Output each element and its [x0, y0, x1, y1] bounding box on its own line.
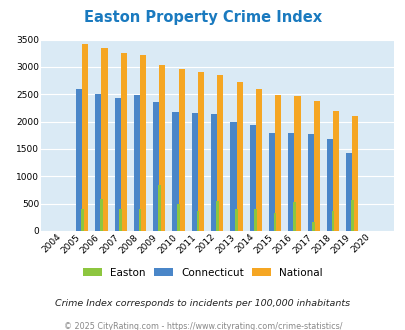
Bar: [81, 209, 83, 231]
Bar: [311, 222, 314, 231]
Bar: [178, 69, 184, 231]
Bar: [153, 102, 159, 231]
Bar: [275, 95, 281, 231]
Bar: [292, 202, 295, 231]
Bar: [307, 134, 313, 231]
Bar: [217, 75, 223, 231]
Bar: [211, 114, 217, 231]
Bar: [76, 89, 82, 231]
Bar: [100, 199, 102, 231]
Text: © 2025 CityRating.com - https://www.cityrating.com/crime-statistics/: © 2025 CityRating.com - https://www.city…: [64, 322, 341, 330]
Bar: [332, 111, 338, 231]
Bar: [215, 202, 218, 231]
Bar: [159, 65, 165, 231]
Bar: [158, 184, 160, 231]
Legend: Easton, Connecticut, National: Easton, Connecticut, National: [83, 268, 322, 278]
Bar: [294, 96, 300, 231]
Bar: [82, 44, 88, 231]
Bar: [326, 139, 332, 231]
Bar: [255, 89, 261, 231]
Bar: [254, 209, 256, 231]
Bar: [140, 55, 146, 231]
Bar: [288, 133, 294, 231]
Bar: [352, 116, 358, 231]
Bar: [331, 211, 334, 231]
Bar: [234, 209, 237, 231]
Bar: [350, 200, 353, 231]
Text: Easton Property Crime Index: Easton Property Crime Index: [84, 10, 321, 25]
Bar: [197, 72, 204, 231]
Bar: [134, 95, 140, 231]
Bar: [345, 153, 352, 231]
Bar: [95, 94, 101, 231]
Bar: [249, 125, 255, 231]
Bar: [273, 213, 276, 231]
Bar: [120, 53, 127, 231]
Bar: [230, 122, 236, 231]
Bar: [114, 98, 120, 231]
Bar: [177, 204, 179, 231]
Bar: [138, 209, 141, 231]
Bar: [236, 82, 242, 231]
Text: Crime Index corresponds to incidents per 100,000 inhabitants: Crime Index corresponds to incidents per…: [55, 299, 350, 308]
Bar: [191, 113, 197, 231]
Bar: [313, 101, 319, 231]
Bar: [119, 209, 122, 231]
Bar: [196, 211, 199, 231]
Bar: [268, 133, 275, 231]
Bar: [172, 112, 178, 231]
Bar: [101, 49, 107, 231]
